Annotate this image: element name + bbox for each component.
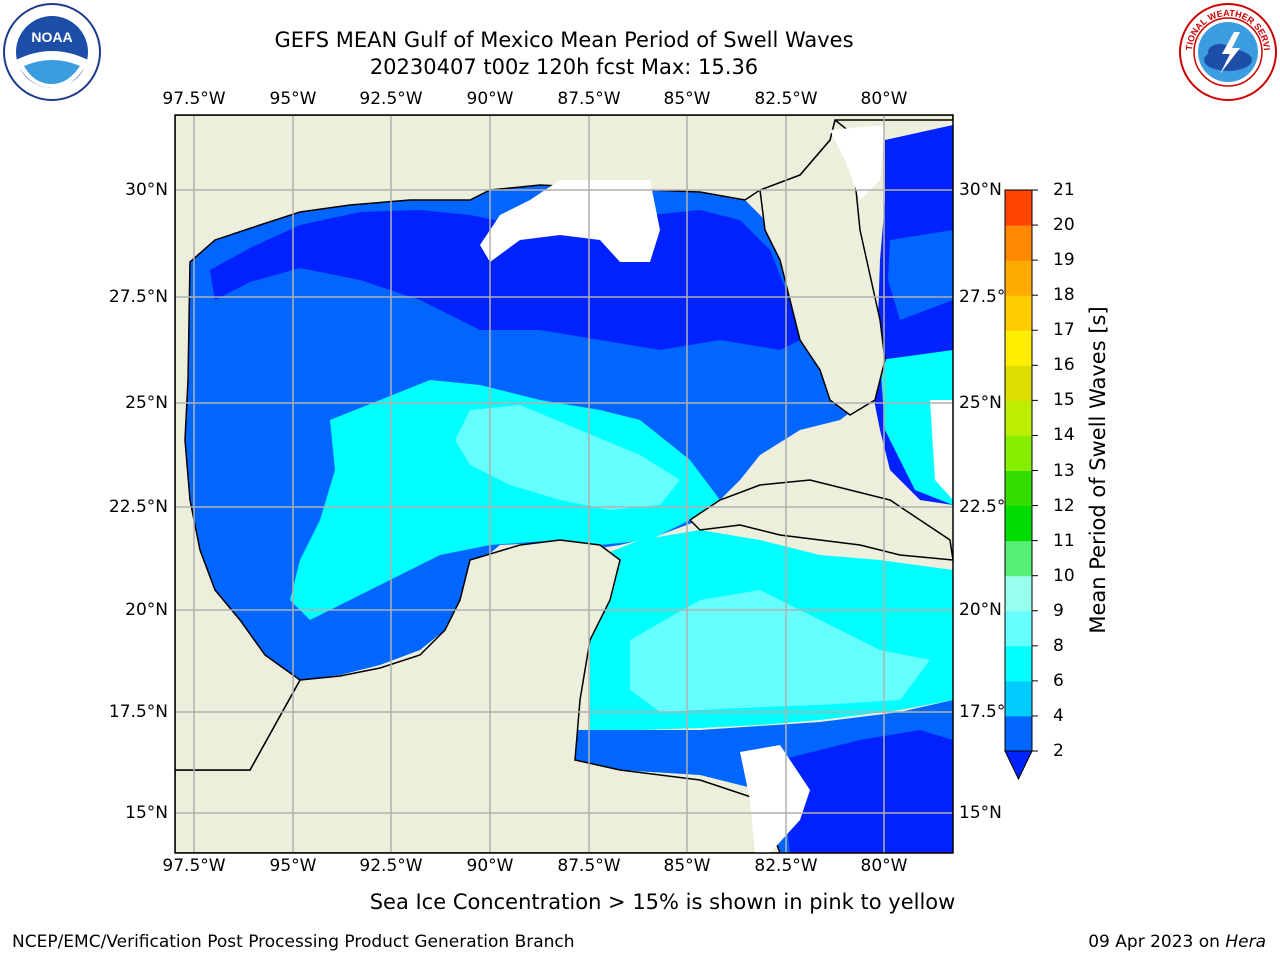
colorbar-tick-label: 18 <box>1053 285 1075 306</box>
gulf-cyan-region <box>290 380 720 620</box>
colorbar-tick-label: 16 <box>1053 355 1075 376</box>
colorbar-swatch <box>1005 540 1032 577</box>
lon-tick-bottom: 95°W <box>269 856 317 876</box>
lon-tick-bottom: 87.5°W <box>557 856 621 876</box>
lon-tick-top: 85°W <box>663 89 711 109</box>
northern-coast-land <box>175 115 953 771</box>
colorbar-swatch <box>1005 190 1032 226</box>
caribbean-light <box>630 590 930 712</box>
nodata-patch <box>480 180 660 262</box>
lat-tick-right: 17.5°N <box>959 702 1019 722</box>
lat-tick-right: 22.5°N <box>959 497 1019 517</box>
colorbar-tick-label: 4 <box>1053 705 1064 726</box>
lat-tick-right: 27.5°N <box>959 287 1019 307</box>
lat-tick-right: 25°N <box>959 393 1002 413</box>
lon-tick-top: 97.5°W <box>162 89 226 109</box>
colorbar-tick-label: 15 <box>1053 390 1075 411</box>
lat-tick-right: 30°N <box>959 180 1002 200</box>
lat-tick-left: 25°N <box>125 393 168 413</box>
footer-machine: Hera <box>1225 932 1266 952</box>
lon-tick-bottom: 85°W <box>663 856 711 876</box>
lat-tick-left: 22.5°N <box>108 497 168 517</box>
lon-tick-bottom: 90°W <box>466 856 514 876</box>
nodata-patch <box>740 745 810 853</box>
colorbar-swatch <box>1005 715 1032 752</box>
noaa-logo-text: NOAA <box>31 29 72 45</box>
lon-tick-bottom: 97.5°W <box>162 856 226 876</box>
colorbar-label: Mean Period of Swell Waves [s] <box>1086 306 1110 634</box>
footer-credit: NCEP/EMC/Verification Post Processing Pr… <box>12 932 575 952</box>
colorbar-tick-label: 6 <box>1053 670 1064 691</box>
colorbar-swatch <box>1005 505 1032 542</box>
graticule <box>175 115 953 853</box>
colorbar-tick-label: 11 <box>1053 530 1075 551</box>
footer-date: 09 Apr 2023 on Hera <box>1088 932 1266 952</box>
colorbar-swatch <box>1005 470 1032 507</box>
nodata-patch <box>830 125 885 200</box>
colorbar-swatch <box>1005 330 1032 366</box>
lon-tick-top: 92.5°W <box>359 89 423 109</box>
caribbean-deep <box>780 730 953 853</box>
map-border <box>174 114 954 854</box>
lat-tick-left: 17.5°N <box>108 702 168 722</box>
gulf-cyan-core <box>455 405 680 510</box>
colorbar-tick-label: 21 <box>1053 180 1075 200</box>
lon-tick-bottom: 80°W <box>860 856 908 876</box>
lat-tick-right: 15°N <box>959 803 1002 823</box>
colorbar-extend-arrow <box>1004 750 1033 781</box>
lon-tick-bottom: 82.5°W <box>754 856 818 876</box>
lon-tick-top: 87.5°W <box>557 89 621 109</box>
colorbar-tick-label: 12 <box>1053 495 1075 516</box>
lon-tick-top: 90°W <box>466 89 514 109</box>
nws-logo: NATIONAL WEATHER SERVICE <box>1178 2 1277 101</box>
lon-tick-top: 82.5°W <box>754 89 818 109</box>
colorbar-tick-label: 2 <box>1053 741 1064 761</box>
lat-tick-left: 27.5°N <box>108 287 168 307</box>
noaa-logo: NOAA <box>3 3 101 101</box>
colorbar-swatch <box>1005 365 1032 401</box>
lat-tick-left: 30°N <box>125 180 168 200</box>
colorbar-swatch <box>1005 680 1032 717</box>
colorbar-swatch <box>1005 295 1032 331</box>
footer-date-text: 09 Apr 2023 on <box>1088 932 1226 952</box>
colorbar-tick-label: 17 <box>1053 320 1075 341</box>
colorbar <box>1004 189 1038 781</box>
colorbar-tick-label: 9 <box>1053 600 1064 621</box>
colorbar-tick-label: 20 <box>1053 215 1075 236</box>
colorbar-tick-label: 14 <box>1053 425 1075 446</box>
lon-tick-top: 80°W <box>860 89 908 109</box>
colorbar-swatch <box>1005 260 1032 296</box>
colorbar-tick-label: 8 <box>1053 635 1064 656</box>
colorbar-tick-label: 13 <box>1053 460 1075 481</box>
colorbar-swatch <box>1005 400 1032 436</box>
colorbar-swatch <box>1005 435 1032 471</box>
colorbar-swatch <box>1005 575 1032 612</box>
colorbar-swatch <box>1005 225 1032 261</box>
colorbar-swatch <box>1005 645 1032 682</box>
lat-tick-left: 20°N <box>125 600 168 620</box>
sea-ice-note: Sea Ice Concentration > 15% is shown in … <box>369 890 956 914</box>
cuba-island <box>688 479 953 561</box>
colorbar-swatch <box>1005 610 1032 647</box>
colorbar-tick-label: 10 <box>1053 565 1075 586</box>
lat-tick-right: 20°N <box>959 600 1002 620</box>
lon-tick-top: 95°W <box>269 89 317 109</box>
lon-tick-bottom: 92.5°W <box>359 856 423 876</box>
colorbar-tick-label: 19 <box>1053 250 1075 271</box>
map-title: GEFS MEAN Gulf of Mexico Mean Period of … <box>274 28 854 52</box>
lat-tick-left: 15°N <box>125 803 168 823</box>
map-subtitle: 20230407 t00z 120h fcst Max: 15.36 <box>369 55 759 79</box>
nodata-patch <box>930 400 953 500</box>
